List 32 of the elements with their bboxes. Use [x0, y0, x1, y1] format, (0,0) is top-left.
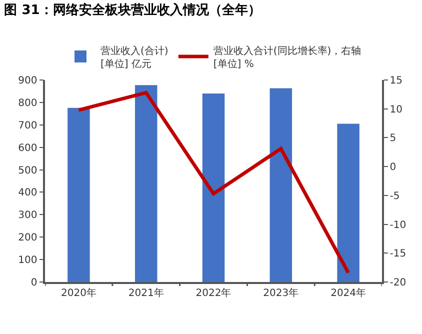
- y-tick-label: 900: [18, 76, 38, 86]
- bar: [202, 93, 225, 282]
- bar: [270, 88, 292, 282]
- x-tick-label: 2020年: [60, 286, 96, 299]
- line-series: [76, 90, 350, 275]
- y2-tick-label: 10: [390, 104, 402, 116]
- bar: [134, 85, 158, 282]
- y-tick-label: 400: [18, 188, 38, 199]
- y2-tick-label: -15: [390, 248, 406, 260]
- y-tick-label: 0: [30, 278, 38, 288]
- y-tick-label: 300: [18, 210, 38, 222]
- chart-title: 图 31：网络安全板块营业收入情况（全年）: [4, 2, 261, 18]
- y2-tick-label: 0: [390, 162, 396, 174]
- x-tick-label: 2024年: [330, 286, 366, 299]
- x-tick-label: 2021年: [128, 286, 164, 299]
- y-tick-label: 100: [18, 255, 38, 266]
- y-tick-label: 700: [18, 120, 38, 132]
- y2-tick-label: -20: [390, 278, 406, 288]
- y-tick-label: 800: [18, 98, 38, 109]
- bar: [337, 124, 360, 282]
- legend-label: 营业收入合计(同比增长率)，右轴 [单位] %: [213, 44, 362, 70]
- x-tick-label: 2022年: [196, 286, 232, 299]
- y2-tick-label: 5: [390, 133, 396, 144]
- y-tick-label: 600: [18, 142, 38, 154]
- y-tick-label: 500: [18, 165, 38, 176]
- legend-label: 营业收入(合计) [单位] 亿元: [100, 44, 168, 70]
- y-tick-label: 200: [18, 232, 38, 244]
- y2-tick-label: 15: [390, 76, 402, 86]
- x-tick-label: 2023年: [263, 286, 299, 299]
- y2-tick-label: -10: [390, 220, 406, 231]
- bar: [68, 108, 90, 282]
- y2-tick-label: -5: [390, 190, 400, 202]
